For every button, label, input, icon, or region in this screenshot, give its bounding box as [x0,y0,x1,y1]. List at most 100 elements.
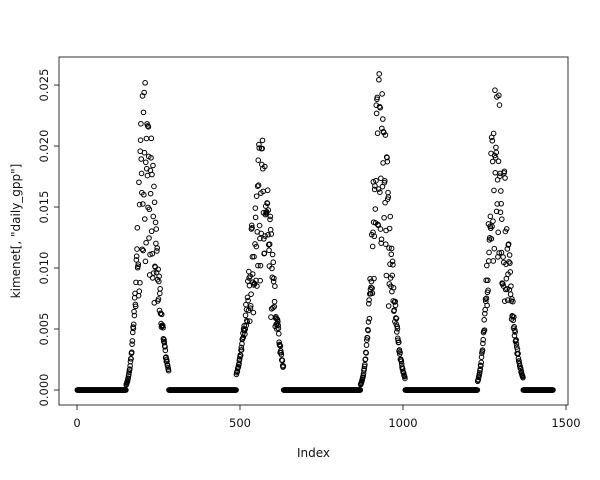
data-point [485,258,492,264]
data-point [251,253,257,260]
data-point [509,296,515,302]
data-point [480,336,487,343]
data-point [161,336,167,343]
data-point [244,294,251,301]
data-point [125,375,131,381]
data-point [140,109,147,116]
data-point [493,208,500,215]
data-point [366,297,372,303]
data-point [483,277,489,284]
data-point [247,305,254,311]
data-point [385,189,391,196]
data-point [255,262,261,269]
data-point [394,323,400,330]
data-point [493,149,500,156]
data-point [390,284,397,291]
data-point [271,298,278,305]
data-point [248,291,254,297]
data-point [142,216,148,222]
data-point [263,208,270,215]
data-point [150,162,156,169]
data-point [156,273,162,280]
data-point [141,191,147,198]
data-point [367,275,373,282]
data-point [135,292,142,299]
data-point [497,170,503,177]
data-point [163,356,170,363]
data-point [357,387,364,393]
data-point [391,307,398,313]
data-point [272,283,278,289]
data-point [157,286,163,292]
data-point [138,156,145,162]
data-point [137,279,143,286]
data-point [507,291,514,298]
data-point [482,310,488,317]
y-tick-label: 0.000 [37,374,51,407]
data-point [150,270,157,276]
data-point [366,315,373,322]
data-point [162,344,168,350]
data-point [479,347,486,353]
x-axis-label: Index [297,446,330,460]
data-point [495,229,502,236]
x-axis-ticks: 0 500 1000 1500 [73,405,581,430]
data-point [279,357,286,364]
data-point [512,329,518,335]
data-point [363,342,370,348]
data-point [129,341,135,347]
data-point [501,298,508,304]
data-point [381,177,388,184]
data-point [513,337,519,343]
data-point [383,272,390,279]
data-point [394,325,401,332]
data-point [368,284,374,291]
data-point [128,356,134,362]
data-point [550,387,556,393]
data-point [131,308,137,315]
data-point [275,322,281,329]
data-point [134,224,141,231]
data-point [127,366,133,372]
y-tick-label: 0.005 [37,313,51,346]
data-point [491,187,497,194]
data-point [280,363,287,369]
data-point [363,350,369,356]
data-point [269,251,276,258]
data-point [481,316,487,323]
data-point [259,137,266,144]
data-point [382,199,388,206]
data-point [477,366,484,372]
data-point [157,290,163,297]
data-point [487,213,494,220]
data-point [139,246,145,253]
data-point [264,187,271,194]
data-point [146,235,152,241]
data-point [247,303,254,309]
data-point [253,193,260,199]
data-point [517,365,524,372]
data-point [261,236,267,242]
data-point [275,318,281,325]
data-point [371,186,378,193]
data-point [395,339,402,346]
data-point [278,351,285,358]
data-point [482,296,489,302]
data-point [378,236,385,243]
data-point [151,199,158,206]
data-point [249,271,256,277]
data-point [145,123,152,130]
x-tick-label: 500 [229,416,251,430]
data-point [255,182,262,189]
data-point [252,214,259,221]
data-point [384,158,391,165]
data-point [492,154,499,161]
data-point [510,298,516,305]
data-point [254,183,261,189]
data-point [148,154,154,161]
data-point [256,222,263,229]
data-point [396,347,403,353]
data-point [492,87,498,94]
data-point [248,222,255,229]
